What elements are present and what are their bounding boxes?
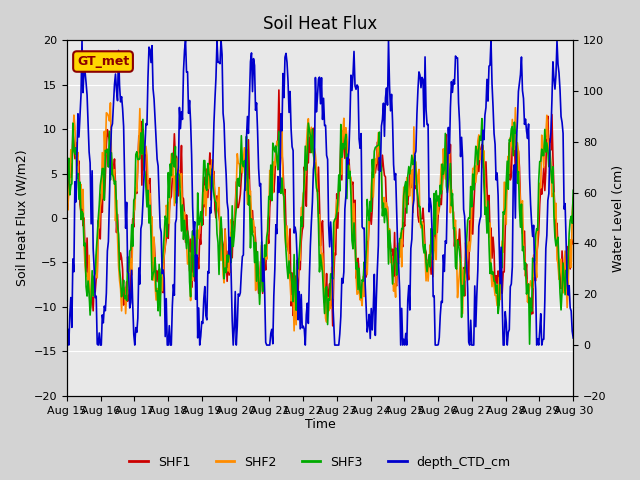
SHF1 [480,179,488,184]
Y-axis label: Water Level (cm): Water Level (cm) [612,165,625,272]
depth_CTD_cm [63,337,70,343]
depth_CTD_cm [480,137,488,143]
SHF1 [570,237,577,243]
SHF3 [479,154,487,160]
SHF2 [291,328,298,334]
Line: SHF2: SHF2 [67,103,573,331]
SHF3 [303,155,311,160]
SHF2 [305,133,313,139]
SHF1 [275,87,283,93]
Title: Soil Heat Flux: Soil Heat Flux [263,15,377,33]
SHF3 [559,260,567,266]
SHF2 [559,290,567,296]
SHF1 [339,128,347,134]
SHF2 [339,130,347,135]
X-axis label: Time: Time [305,419,335,432]
SHF2 [366,208,374,214]
SHF3 [337,121,345,127]
Legend: SHF1, SHF2, SHF3, depth_CTD_cm: SHF1, SHF2, SHF3, depth_CTD_cm [124,451,516,474]
depth_CTD_cm [78,37,86,43]
depth_CTD_cm [559,131,567,136]
SHF3 [364,210,372,216]
SHF3 [525,341,533,347]
Y-axis label: Soil Heat Flux (W/m2): Soil Heat Flux (W/m2) [15,150,28,286]
depth_CTD_cm [366,336,374,341]
SHF1 [63,207,70,213]
SHF2 [308,137,316,143]
SHF1 [308,137,316,143]
depth_CTD_cm [308,200,316,205]
depth_CTD_cm [339,280,347,286]
SHF2 [570,195,577,201]
depth_CTD_cm [305,276,313,281]
Line: SHF3: SHF3 [67,119,573,344]
Text: GT_met: GT_met [77,55,129,68]
SHF3 [570,187,577,193]
SHF3 [478,116,486,121]
SHF2 [63,201,70,207]
Line: depth_CTD_cm: depth_CTD_cm [67,40,573,345]
SHF1 [329,323,337,329]
depth_CTD_cm [65,342,73,348]
SHF1 [559,265,567,271]
SHF1 [305,160,312,166]
SHF3 [63,209,70,215]
depth_CTD_cm [570,335,577,341]
Line: SHF1: SHF1 [67,90,573,326]
SHF2 [107,100,115,106]
SHF3 [307,132,314,138]
SHF1 [366,210,374,216]
SHF2 [480,148,488,154]
